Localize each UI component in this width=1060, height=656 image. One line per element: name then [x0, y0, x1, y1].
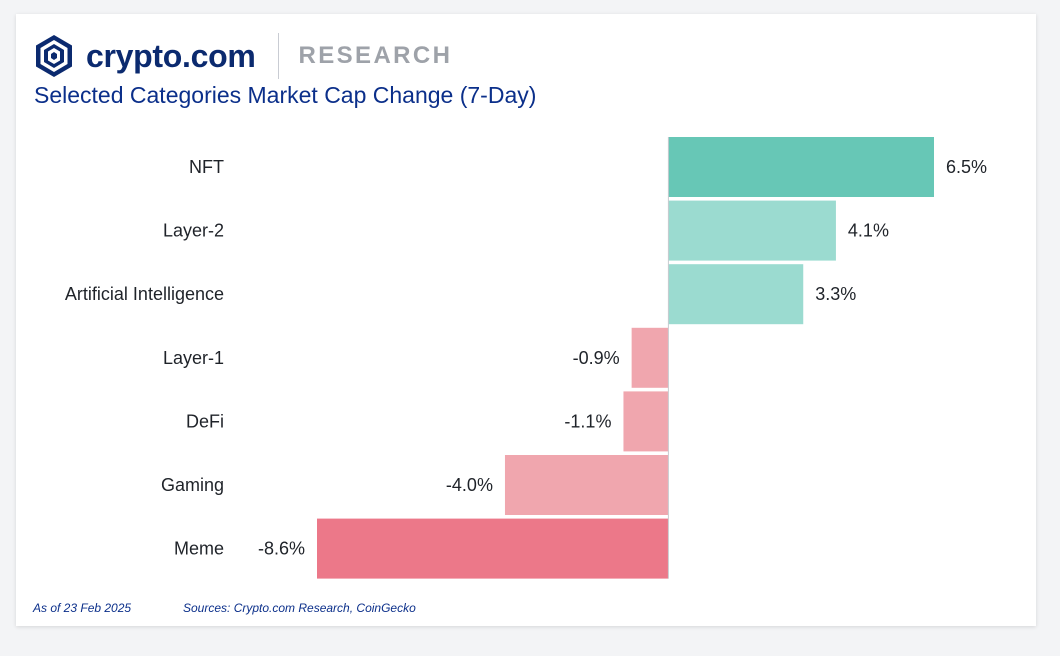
value-label-meme: -8.6%: [258, 539, 305, 559]
bar-chart: NFT 6.5% Layer-2 4.1% Artificial Intelligenc…: [65, 137, 987, 579]
category-label-layer-1: Layer-1: [163, 348, 224, 368]
bar-artificial-intelligence: [668, 264, 804, 325]
bar-defi: [623, 391, 669, 452]
chart-card: crypto.com RESEARCH Selected Categories …: [16, 14, 1036, 626]
value-label-defi: -1.1%: [564, 411, 611, 431]
category-label-defi: DeFi: [186, 411, 224, 431]
bar-layer-1: [631, 327, 669, 388]
bar-nft: [668, 137, 934, 197]
value-label-gaming: -4.0%: [446, 475, 493, 495]
header: crypto.com RESEARCH: [34, 32, 452, 80]
category-label-gaming: Gaming: [161, 475, 224, 495]
bar-layer-2: [668, 200, 836, 261]
value-label-nft: 6.5%: [946, 157, 987, 177]
section-label: RESEARCH: [298, 42, 453, 69]
value-label-layer-2: 4.1%: [848, 221, 889, 241]
bar-gaming: [504, 455, 669, 515]
sources-note: Sources: Crypto.com Research, CoinGecko: [183, 601, 416, 615]
bar-meme: [317, 518, 669, 579]
category-label-layer-2: Layer-2: [163, 221, 224, 241]
chart-title: Selected Categories Market Cap Change (7…: [34, 82, 537, 108]
category-label-nft: NFT: [189, 157, 224, 177]
crypto-com-lion-shield-icon: [36, 35, 72, 77]
category-label-meme: Meme: [174, 539, 224, 559]
header-divider: [277, 33, 279, 79]
category-label-artificial-intelligence: Artificial Intelligence: [65, 284, 224, 304]
as-of-date: As of 23 Feb 2025: [33, 601, 132, 615]
value-label-layer-1: -0.9%: [573, 348, 620, 368]
brand-name: crypto.com: [86, 37, 256, 74]
value-label-artificial-intelligence: 3.3%: [815, 284, 856, 304]
